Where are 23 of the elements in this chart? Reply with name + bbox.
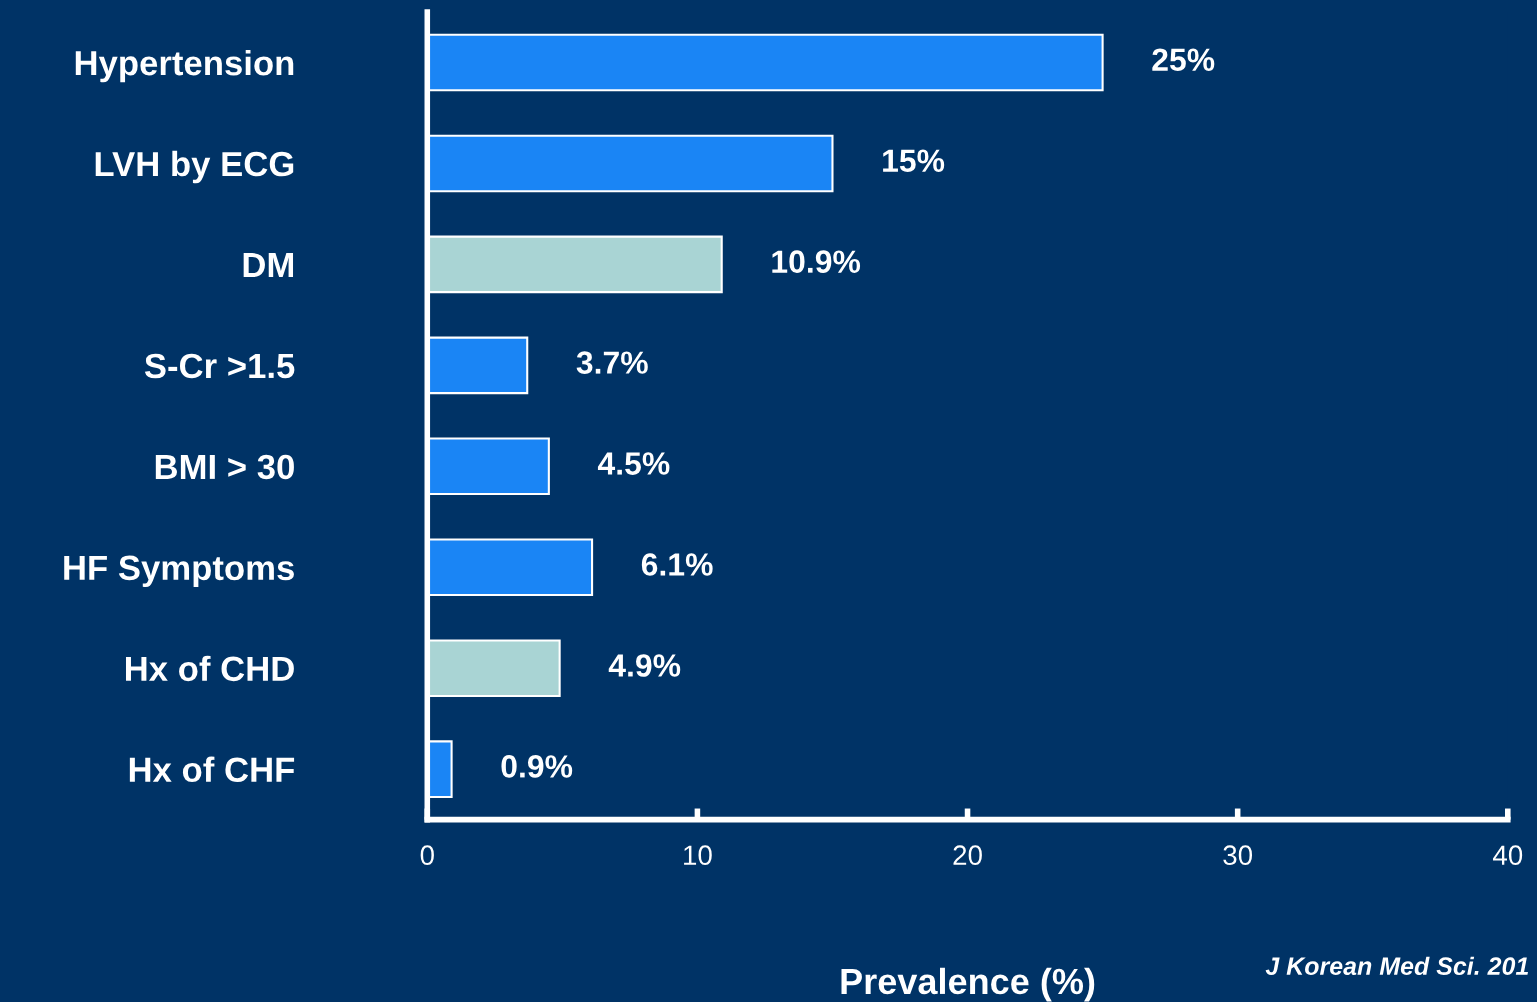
x-tick-label: 20 [953,845,982,866]
x-tick-label: 0 [420,845,434,866]
data-label: 15% [883,149,945,173]
data-label: 25% [1152,48,1215,72]
x-tick-label: 30 [1223,845,1253,866]
data-label: 6.1% [641,553,713,576]
data-label: 10.9% [772,250,861,273]
text: J Korean Med Sci. 201 [1265,956,1528,976]
y-tick-label: S-Cr >1.5 [144,353,295,379]
y-tick-label: BMI > 30 [155,454,294,480]
data-label: 4.5% [597,452,670,475]
data-label: 4.9% [608,654,681,677]
data-label: 3.7% [576,351,648,374]
y-tick-label: Hx of CHF [129,756,295,783]
data-label: 0.9% [501,755,573,778]
x-tick-label: 10 [684,845,712,866]
x-tick-label: 40 [1492,845,1523,866]
y-tick-label: DM [243,253,294,277]
y-tick-label: HF Symptoms [64,555,294,588]
y-tick-label: LVH by ECG [95,150,294,184]
y-tick-label: Hypertension [75,49,294,83]
x-axis-title: Prevalence (%) [841,967,1095,1002]
y-tick-label: Hx of CHD [125,655,294,682]
